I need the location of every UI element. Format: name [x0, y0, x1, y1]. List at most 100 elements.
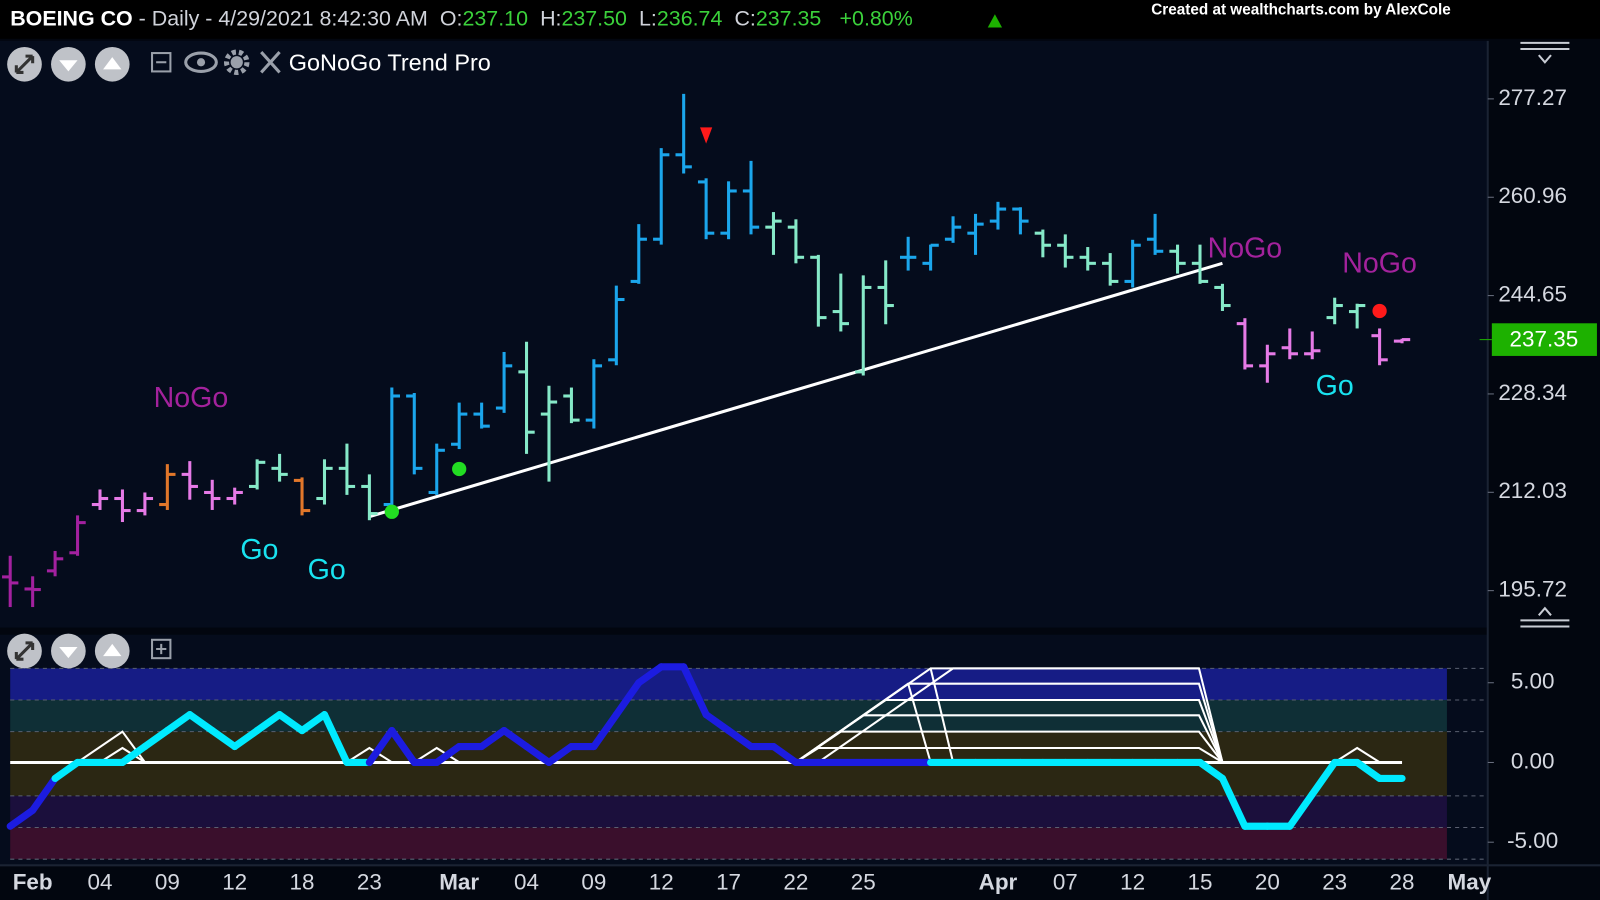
signal-dot — [384, 504, 399, 519]
x-tick-label: 23 — [357, 870, 382, 895]
last-price-label: 237.35 — [1510, 327, 1579, 352]
y-tick-label: 277.27 — [1498, 85, 1567, 110]
oscillator-segment — [320, 711, 351, 767]
fan-line — [907, 683, 932, 763]
oscillator-segment — [612, 679, 643, 719]
x-tick-label: 22 — [783, 870, 808, 895]
oscillator-segment — [725, 727, 755, 751]
quote-value: 237.10 — [463, 6, 529, 30]
oscillator-segment — [253, 711, 284, 735]
quote-label: O: — [440, 6, 463, 30]
x-tick-label: 25 — [851, 870, 876, 895]
scale-handle[interactable] — [1520, 41, 1570, 64]
y-tick-label: 195.72 — [1498, 577, 1567, 602]
oscillator-segment — [29, 774, 59, 814]
annotation: Go — [240, 534, 278, 566]
x-tick-label: 20 — [1255, 870, 1280, 895]
oscillator-segment — [365, 727, 396, 767]
oscillator-segment — [276, 711, 306, 735]
visibility-icon — [196, 58, 206, 67]
oscillator-segment — [702, 711, 733, 735]
x-tick-label: 12 — [1120, 870, 1145, 895]
last-price-tag — [1491, 323, 1597, 356]
oscillator-segment — [186, 711, 216, 735]
trendline — [368, 261, 1223, 519]
up-arrow — [987, 14, 1003, 28]
oscillator-segment — [1218, 774, 1249, 830]
x-tick-label: 04 — [88, 870, 113, 895]
expand-icon — [14, 54, 35, 74]
x-tick-label: 15 — [1188, 870, 1213, 895]
signal-triangle — [700, 127, 713, 144]
band — [10, 795, 1447, 828]
settings-button[interactable] — [223, 49, 250, 75]
oscillator-segment — [1196, 758, 1227, 782]
annotation: Go — [1316, 370, 1354, 402]
y-tick-label: 0.00 — [1511, 748, 1555, 773]
oscillator-segment — [231, 727, 261, 751]
fan — [76, 667, 1381, 764]
x-tick-label: May — [1448, 870, 1492, 895]
x-tick-label: 04 — [514, 870, 539, 895]
subtitle: - Daily - 4/29/2021 8:42:30 AM — [133, 6, 428, 30]
x-tick-label: 12 — [222, 870, 247, 895]
indicator-name: GoNoGo Trend Pro — [289, 49, 491, 75]
oscillator-segment — [1286, 790, 1316, 830]
visibility-button[interactable] — [184, 51, 218, 73]
add-icon — [156, 643, 167, 655]
oscillator-segment — [500, 727, 531, 751]
oscillator-segment — [388, 727, 418, 767]
x-tick-label: 09 — [155, 870, 180, 895]
y-tick-label: 5.00 — [1511, 669, 1555, 694]
oscillator-segment — [478, 727, 508, 751]
annotation: Go — [308, 554, 346, 586]
band — [10, 668, 1447, 700]
oscillator-segment — [298, 711, 329, 735]
y-tick-label: 260.96 — [1498, 183, 1567, 208]
oscillator-segment — [635, 663, 665, 687]
oscillator-segment — [208, 727, 239, 751]
oscillator-segment — [1353, 758, 1384, 782]
add-button[interactable] — [151, 638, 172, 660]
header: BOEING CO - Daily - 4/29/2021 8:42:30 AM… — [10, 6, 913, 30]
down-icon — [59, 646, 78, 659]
settings-icon — [230, 56, 243, 69]
oscillator-segment — [6, 806, 37, 830]
oscillator-segment — [433, 742, 463, 767]
fan-line — [795, 746, 1223, 764]
x-tick-label: Apr — [979, 870, 1018, 895]
x-tick-label: 12 — [649, 870, 674, 895]
scale-handle[interactable] — [1520, 606, 1570, 628]
toolbar: GoNoGo Trend Pro — [7, 41, 1570, 669]
signal-dot — [1372, 303, 1387, 319]
x-tick-label: 07 — [1053, 870, 1078, 895]
y-tick-label: 212.03 — [1498, 478, 1567, 503]
oscillator-segment — [141, 727, 171, 751]
band — [10, 827, 1447, 860]
quote-label: L: — [639, 6, 657, 30]
up-icon — [103, 57, 122, 70]
oscillator-segment — [680, 663, 710, 719]
up-icon — [103, 643, 122, 657]
oscillator-segment — [590, 711, 620, 751]
oscillator-segment — [769, 742, 800, 767]
down-icon — [59, 60, 78, 72]
annotation: NoGo — [154, 382, 229, 414]
signal-dot — [452, 461, 467, 477]
y-tick-label: -5.00 — [1507, 828, 1558, 853]
quote-label: H: — [540, 6, 561, 30]
quote-value: 236.74 — [657, 6, 723, 30]
y-tick-label: 228.34 — [1498, 380, 1567, 405]
remove-button[interactable] — [260, 51, 281, 74]
symbol: BOEING CO — [10, 6, 133, 30]
oscillator-segment — [118, 742, 149, 767]
change: +0.80% — [840, 6, 913, 30]
x-tick-label: Feb — [13, 870, 53, 895]
x-tick-label: 09 — [581, 870, 606, 895]
oscillator-segment — [545, 742, 575, 767]
x-tick-label: 17 — [716, 870, 741, 895]
annotation: NoGo — [1208, 233, 1283, 265]
plot-layer: 195.72 212.03 228.34 244.65 260.96 277.27 NoGo… — [2, 85, 1597, 895]
collapse-button[interactable] — [151, 52, 172, 73]
